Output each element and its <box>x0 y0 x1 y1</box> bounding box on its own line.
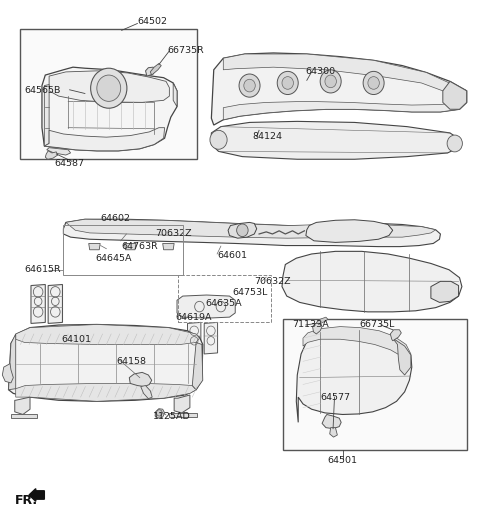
Polygon shape <box>124 243 136 250</box>
Polygon shape <box>31 285 45 323</box>
Text: 64501: 64501 <box>328 456 358 465</box>
Polygon shape <box>29 489 44 501</box>
Text: 70632Z: 70632Z <box>155 230 192 239</box>
Polygon shape <box>16 384 196 402</box>
Text: 64635A: 64635A <box>205 299 242 308</box>
Text: 64158: 64158 <box>116 358 146 367</box>
Circle shape <box>320 70 341 93</box>
Text: 64577: 64577 <box>320 393 350 402</box>
Text: 64565B: 64565B <box>24 86 60 95</box>
Polygon shape <box>2 363 13 383</box>
Polygon shape <box>15 397 30 415</box>
Bar <box>283 319 467 450</box>
Polygon shape <box>188 322 201 354</box>
Polygon shape <box>204 322 217 354</box>
Circle shape <box>237 224 248 236</box>
Polygon shape <box>211 53 467 125</box>
Polygon shape <box>211 121 459 159</box>
Polygon shape <box>330 427 337 437</box>
Circle shape <box>239 74 260 97</box>
Polygon shape <box>16 324 199 344</box>
Text: 64753L: 64753L <box>233 288 268 297</box>
Polygon shape <box>155 409 165 418</box>
Polygon shape <box>44 85 49 146</box>
Polygon shape <box>306 220 393 242</box>
Bar <box>63 224 183 275</box>
Polygon shape <box>296 329 412 422</box>
Circle shape <box>91 68 127 108</box>
Polygon shape <box>223 54 467 103</box>
Circle shape <box>368 77 379 89</box>
Polygon shape <box>163 243 174 250</box>
Text: 64619A: 64619A <box>176 313 212 322</box>
Text: 71133A: 71133A <box>292 320 329 329</box>
Polygon shape <box>174 395 190 413</box>
Bar <box>178 275 271 322</box>
Polygon shape <box>169 413 197 417</box>
Polygon shape <box>9 324 203 402</box>
Polygon shape <box>63 219 441 247</box>
Polygon shape <box>312 323 322 334</box>
Polygon shape <box>45 151 58 159</box>
Polygon shape <box>44 127 165 151</box>
Text: FR.: FR. <box>15 494 38 507</box>
Text: 66735L: 66735L <box>360 320 395 329</box>
Polygon shape <box>303 326 411 360</box>
Polygon shape <box>9 334 16 390</box>
Text: 84124: 84124 <box>252 132 282 141</box>
Bar <box>21 29 197 159</box>
Polygon shape <box>173 83 177 107</box>
Polygon shape <box>49 71 169 103</box>
Circle shape <box>282 77 293 89</box>
Circle shape <box>325 75 336 88</box>
Polygon shape <box>48 285 62 323</box>
Polygon shape <box>89 243 100 250</box>
Text: 64645A: 64645A <box>95 254 132 263</box>
Polygon shape <box>390 330 401 341</box>
Circle shape <box>210 130 227 149</box>
Polygon shape <box>316 317 328 324</box>
Text: 1125AD: 1125AD <box>153 412 191 421</box>
Polygon shape <box>192 342 203 390</box>
Text: 70632Z: 70632Z <box>254 277 291 286</box>
Polygon shape <box>443 81 467 110</box>
Circle shape <box>447 135 462 152</box>
Circle shape <box>156 410 162 416</box>
Polygon shape <box>393 338 411 375</box>
Text: 64763R: 64763R <box>121 242 158 251</box>
Text: 64601: 64601 <box>217 251 247 260</box>
Text: 64615R: 64615R <box>24 265 61 274</box>
Circle shape <box>363 71 384 95</box>
Polygon shape <box>145 67 155 76</box>
Polygon shape <box>47 148 71 155</box>
Circle shape <box>277 71 298 95</box>
Polygon shape <box>322 415 341 428</box>
Polygon shape <box>223 102 467 120</box>
Polygon shape <box>11 415 37 418</box>
Polygon shape <box>150 63 161 75</box>
Text: 64300: 64300 <box>306 67 336 76</box>
Polygon shape <box>228 222 257 238</box>
Text: 66735R: 66735R <box>168 47 204 56</box>
Text: 64101: 64101 <box>61 335 91 344</box>
Text: 64502: 64502 <box>137 17 168 26</box>
Polygon shape <box>282 251 462 312</box>
Polygon shape <box>42 67 177 151</box>
Polygon shape <box>177 295 235 318</box>
Text: 64602: 64602 <box>101 214 131 223</box>
Polygon shape <box>141 386 152 399</box>
Polygon shape <box>431 281 458 303</box>
Circle shape <box>244 79 255 92</box>
Circle shape <box>97 75 120 102</box>
Polygon shape <box>129 372 152 387</box>
Polygon shape <box>66 219 436 238</box>
Text: 64587: 64587 <box>54 159 84 168</box>
